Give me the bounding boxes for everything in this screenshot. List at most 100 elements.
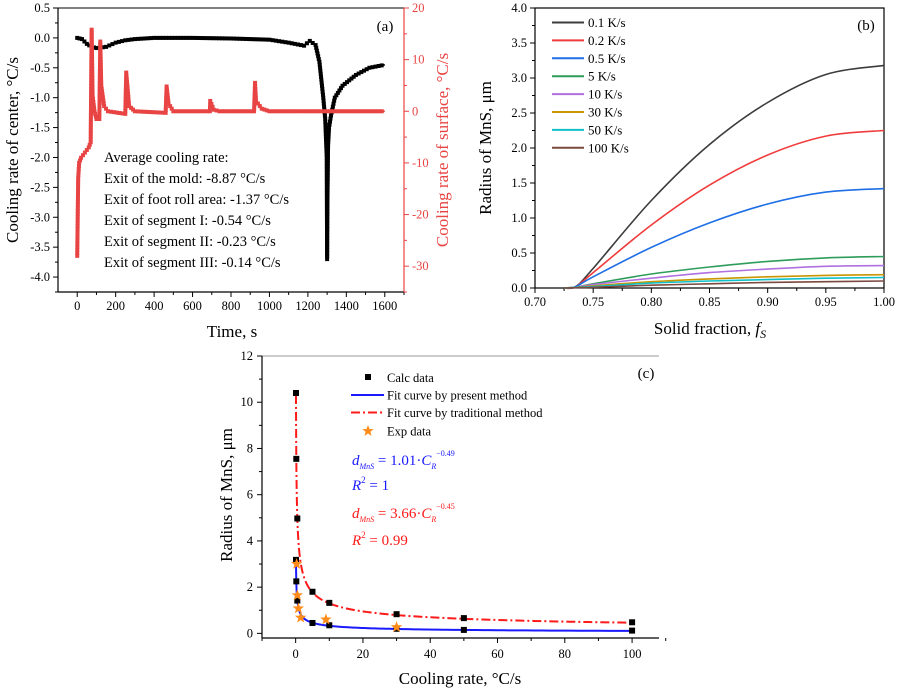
center-data-point (129, 37, 134, 42)
center-data-point (163, 35, 168, 40)
center-data-point (325, 215, 330, 220)
center-data-point (325, 245, 330, 250)
center-data-point (325, 185, 330, 190)
center-data-point (324, 140, 329, 145)
y-tick-label: 0.0 (511, 281, 527, 295)
surface-data-point (80, 153, 85, 158)
center-data-point (325, 194, 330, 199)
center-data-point (298, 43, 303, 48)
panel-label: (b) (857, 18, 875, 34)
surface-data-point (195, 109, 200, 114)
surface-data-point (186, 109, 191, 114)
exp-data-point (390, 621, 403, 632)
r2-exponent: 2 (361, 475, 366, 485)
surface-data-point (90, 57, 95, 62)
surface-data-point (164, 99, 169, 104)
calc-data-point (309, 619, 316, 626)
center-data-point (323, 128, 328, 133)
center-data-point (319, 77, 324, 82)
surface-data-point (163, 104, 168, 109)
center-data-point (334, 93, 339, 98)
center-data-point (319, 80, 324, 85)
center-data-point (328, 113, 333, 118)
surface-data-point (328, 109, 333, 114)
center-data-point (252, 37, 257, 42)
center-data-point (113, 40, 118, 45)
surface-data-point (75, 221, 80, 226)
surface-data-point (76, 173, 81, 178)
surface-data-point (75, 227, 80, 232)
surface-data-point (226, 109, 231, 114)
surface-data-point (99, 74, 104, 79)
surface-data-point (98, 48, 103, 53)
fit-r-squared: R2 = 0.99 (351, 530, 408, 549)
surface-data-point (126, 94, 131, 99)
surface-data-point (165, 93, 170, 98)
x-tick-label: 0.75 (582, 295, 604, 309)
center-data-point (325, 167, 330, 172)
surface-data-point (285, 109, 290, 114)
surface-data-point (276, 109, 281, 114)
surface-data-point (253, 80, 258, 85)
surface-data-point (75, 235, 80, 240)
surface-data-point (92, 109, 97, 114)
center-data-point (324, 137, 329, 142)
surface-data-point (89, 27, 94, 32)
y-tick-label: -1.0 (30, 91, 50, 105)
surface-data-point (192, 109, 197, 114)
center-data-point (126, 37, 131, 42)
surface-data-point (352, 109, 357, 114)
surface-data-point (166, 101, 171, 106)
eq-lhs: d (352, 453, 360, 469)
surface-data-point (75, 206, 80, 211)
surface-data-point (125, 88, 130, 93)
center-data-point (136, 36, 141, 41)
surface-data-point (76, 170, 81, 175)
center-data-point (84, 41, 89, 46)
y-tick-label: -2.0 (30, 150, 50, 164)
center-data-point (202, 36, 207, 41)
center-data-point (139, 36, 144, 41)
y-tick-label: 1.0 (511, 211, 527, 225)
x-tick-label: 600 (183, 299, 202, 313)
center-data-point (328, 116, 333, 121)
surface-data-point (207, 105, 212, 110)
center-data-point (110, 42, 115, 47)
center-data-point (123, 38, 128, 43)
center-data-point (325, 158, 330, 163)
surface-data-point (88, 122, 93, 127)
center-data-point (314, 45, 319, 50)
center-data-point (320, 92, 325, 97)
center-data-point (325, 155, 330, 160)
surface-data-point (297, 109, 302, 114)
surface-data-point (303, 109, 308, 114)
surface-data-point (177, 109, 182, 114)
surface-data-point (145, 109, 150, 114)
y-tick-label: 0 (247, 626, 253, 640)
surface-data-point (252, 109, 257, 114)
surface-data-point (90, 81, 95, 86)
center-data-point (199, 36, 204, 41)
surface-data-point (114, 110, 119, 115)
y2-tick-label: 10 (412, 53, 425, 67)
center-data-point (193, 35, 198, 40)
y-tick-label: 1.5 (511, 176, 527, 190)
surface-data-point (76, 167, 81, 172)
surface-data-point (97, 90, 102, 95)
surface-data-point (88, 113, 93, 118)
center-data-point (211, 36, 216, 41)
surface-data-point (79, 155, 84, 160)
y-tick-label: -4.0 (30, 270, 50, 284)
surface-data-point (89, 45, 94, 50)
x-tick-label: 40 (424, 647, 437, 661)
calc-data-point (309, 588, 316, 595)
x-tick-label: 0.95 (815, 295, 837, 309)
center-data-point (353, 72, 358, 77)
center-data-point (325, 182, 330, 187)
annotation-line: Average cooling rate: (104, 150, 229, 166)
center-data-point (332, 95, 337, 100)
center-data-point (75, 35, 80, 40)
surface-data-point (291, 109, 296, 114)
surface-data-point (364, 109, 369, 114)
